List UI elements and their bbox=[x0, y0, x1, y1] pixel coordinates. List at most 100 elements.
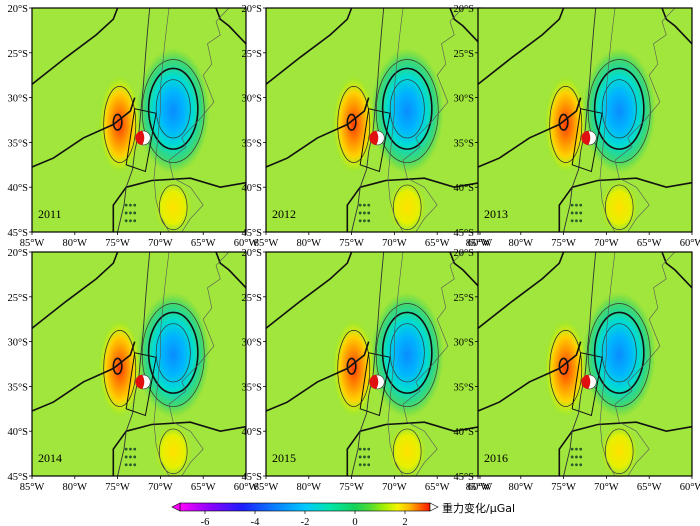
panel-year-label: 2015 bbox=[272, 451, 296, 465]
focal-mechanism-fill bbox=[135, 374, 145, 389]
contour-line bbox=[389, 79, 425, 139]
zero-contour bbox=[477, 7, 565, 85]
lat-tick-label: 20°S bbox=[453, 248, 474, 259]
contour-line bbox=[375, 303, 439, 407]
island bbox=[579, 447, 583, 451]
island bbox=[129, 463, 132, 467]
lon-tick-label: 85°W bbox=[466, 238, 491, 249]
contour-line bbox=[549, 86, 583, 163]
negative-anomaly bbox=[582, 292, 656, 418]
island bbox=[570, 211, 574, 215]
island bbox=[133, 455, 137, 459]
lat-tick-label: 35°S bbox=[453, 138, 474, 149]
island bbox=[133, 203, 137, 207]
zero-contour bbox=[31, 341, 136, 412]
island bbox=[363, 203, 366, 207]
contour-line bbox=[112, 113, 123, 131]
zero-contour bbox=[449, 251, 481, 289]
country-border bbox=[599, 7, 616, 233]
map-panel: 2013 20°S 25°S 30°S 35°S 40°S 45°S85°W 80°W 75°W… bbox=[453, 4, 700, 249]
colorbar-tick-label: -4 bbox=[251, 517, 260, 526]
island bbox=[133, 219, 137, 223]
contour-line bbox=[155, 323, 191, 383]
positive-anomaly bbox=[98, 75, 142, 174]
island bbox=[129, 203, 132, 207]
island bbox=[124, 447, 128, 451]
island bbox=[358, 455, 362, 459]
zero-contour bbox=[449, 7, 481, 45]
zero-contour bbox=[31, 97, 136, 168]
lon-tick-label: 70°W bbox=[382, 482, 407, 493]
contour-line bbox=[593, 67, 645, 150]
contour-line bbox=[147, 311, 199, 394]
island bbox=[363, 463, 366, 467]
lat-tick-label: 25°S bbox=[7, 49, 28, 60]
contour-line bbox=[392, 184, 422, 231]
lon-tick-label: 70°W bbox=[148, 482, 173, 493]
zero-contour bbox=[215, 251, 247, 289]
colorbar: -6 -4 -2 0 2 重力变化/μGal bbox=[171, 501, 515, 526]
contour-line bbox=[141, 303, 205, 407]
panel-frame bbox=[477, 251, 693, 477]
colorbar-min-arrow bbox=[171, 502, 181, 512]
zero-contour bbox=[112, 177, 247, 232]
island bbox=[129, 219, 132, 223]
island bbox=[579, 455, 583, 459]
lon-tick-label: 85°W bbox=[466, 482, 491, 493]
island bbox=[363, 219, 366, 223]
contour-line bbox=[549, 330, 583, 407]
lat-tick-label: 30°S bbox=[241, 94, 262, 105]
zero-contour bbox=[477, 97, 582, 168]
lon-tick-label: 75°W bbox=[339, 238, 364, 249]
island bbox=[358, 447, 362, 451]
lon-tick-label: 80°W bbox=[62, 238, 87, 249]
study-area-box bbox=[125, 352, 157, 417]
focal-mechanism-fill bbox=[369, 374, 379, 389]
country-border bbox=[153, 7, 170, 233]
lat-tick-label: 45°S bbox=[453, 472, 474, 483]
contour-line bbox=[337, 330, 371, 407]
colorbar-tick-label: -6 bbox=[201, 517, 210, 526]
southern-anomaly bbox=[599, 180, 639, 235]
southern-anomaly bbox=[599, 424, 639, 479]
lon-tick-label: 85°W bbox=[254, 482, 279, 493]
zero-contour bbox=[661, 7, 693, 45]
negative-anomaly bbox=[136, 48, 210, 174]
country-border bbox=[387, 251, 404, 477]
zero-contour bbox=[265, 341, 370, 412]
lat-tick-label: 45°S bbox=[453, 228, 474, 239]
lat-tick-label: 35°S bbox=[7, 138, 28, 149]
negative-anomaly bbox=[370, 48, 444, 174]
lat-tick-label: 20°S bbox=[453, 4, 474, 15]
country-border bbox=[614, 7, 676, 233]
positive-anomaly bbox=[544, 75, 588, 174]
positive-anomaly bbox=[98, 319, 142, 418]
lat-tick-label: 35°S bbox=[7, 382, 28, 393]
island bbox=[363, 447, 366, 451]
contour-line bbox=[593, 311, 645, 394]
zero-contour bbox=[346, 177, 481, 232]
island bbox=[575, 447, 578, 451]
lon-tick-label: 75°W bbox=[551, 238, 576, 249]
focal-mechanism-fill bbox=[581, 374, 591, 389]
country-border bbox=[387, 7, 404, 233]
panel-frame bbox=[31, 7, 247, 233]
island bbox=[129, 447, 132, 451]
island bbox=[124, 455, 128, 459]
zero-contour bbox=[31, 251, 119, 329]
lon-tick-label: 65°W bbox=[637, 238, 662, 249]
contour-line bbox=[558, 357, 569, 375]
lon-tick-label: 60°W bbox=[468, 238, 493, 249]
island bbox=[579, 203, 583, 207]
focal-mechanism-fill bbox=[581, 130, 591, 145]
colorbar-title: 重力变化/μGal bbox=[442, 501, 515, 515]
island bbox=[358, 463, 362, 467]
lat-tick-label: 45°S bbox=[7, 472, 28, 483]
island bbox=[358, 219, 362, 223]
lon-tick-label: 70°W bbox=[382, 238, 407, 249]
zero-contour bbox=[558, 421, 693, 476]
island bbox=[133, 447, 137, 451]
island bbox=[133, 211, 137, 215]
contour-line bbox=[587, 303, 651, 407]
island bbox=[575, 455, 578, 459]
